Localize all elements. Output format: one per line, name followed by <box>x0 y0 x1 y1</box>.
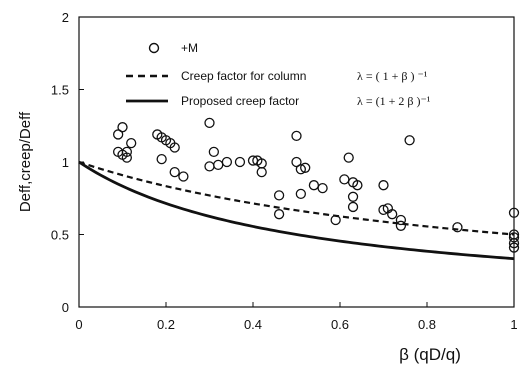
data-point <box>404 135 415 146</box>
data-point <box>347 201 359 213</box>
legend-formula-dashed: λ = ( 1 + β ) ⁻¹ <box>357 69 428 83</box>
data-point <box>508 232 520 243</box>
data-point <box>169 142 180 153</box>
x-tick-label: 0.8 <box>418 317 436 332</box>
data-point <box>121 146 132 158</box>
x-tick-label: 0.2 <box>157 317 175 332</box>
creep-factor-column-line <box>78 160 515 236</box>
data-point <box>273 209 285 220</box>
data-point <box>291 130 302 142</box>
data-point <box>352 180 363 191</box>
axis-ticks: 0 0.2 0.4 0.6 0.8 1 0 0.5 1 1.5 2 <box>51 10 518 332</box>
legend-label-points: +M <box>181 41 198 55</box>
legend: +M Creep factor for column λ = ( 1 + β )… <box>126 41 431 108</box>
data-point <box>178 171 189 182</box>
data-point <box>347 191 359 202</box>
data-point <box>295 188 307 200</box>
data-point <box>208 146 220 158</box>
legend-label-solid: Proposed creep factor <box>181 94 299 108</box>
data-point <box>204 117 215 128</box>
x-tick-label: 1 <box>510 317 517 332</box>
data-point <box>117 122 128 133</box>
y-tick-label: 1 <box>62 155 69 170</box>
data-point <box>395 214 407 226</box>
data-point <box>221 156 233 168</box>
data-point <box>234 156 246 168</box>
x-tick-label: 0.4 <box>244 317 262 332</box>
data-point <box>508 242 520 253</box>
data-point <box>317 182 328 194</box>
data-point <box>452 222 463 233</box>
data-point <box>330 214 341 226</box>
y-tick-label: 0 <box>62 300 69 315</box>
data-point <box>339 174 350 185</box>
y-tick-label: 1.5 <box>51 83 69 98</box>
data-point <box>378 204 389 216</box>
plot-area <box>78 16 515 308</box>
data-point <box>300 162 311 173</box>
legend-formula-solid: λ = (1 + 2 β )⁻¹ <box>357 94 431 108</box>
scatter-points <box>113 117 520 253</box>
proposed-creep-factor-line <box>78 160 515 261</box>
y-tick-label: 0.5 <box>51 228 69 243</box>
data-point <box>273 190 285 201</box>
data-point <box>213 159 224 171</box>
x-tick-label: 0.6 <box>331 317 349 332</box>
data-point <box>508 207 520 218</box>
data-point <box>121 152 132 163</box>
x-axis-label: β (qD/q) <box>399 345 461 364</box>
data-point <box>378 180 389 191</box>
legend-label-dashed: Creep factor for column <box>181 69 306 83</box>
y-axis-label: Deff,creep/Deff <box>17 111 34 212</box>
data-point <box>508 238 520 249</box>
data-point <box>395 220 407 231</box>
data-point <box>387 209 398 220</box>
data-point <box>156 153 167 165</box>
legend-marker-circle <box>148 42 160 54</box>
data-point <box>343 152 354 163</box>
data-point <box>169 166 180 178</box>
data-point <box>308 180 320 191</box>
y-tick-label: 2 <box>62 10 69 25</box>
data-point <box>126 137 137 149</box>
series-lines <box>78 160 515 261</box>
x-tick-label: 0 <box>75 317 82 332</box>
data-point <box>256 166 267 178</box>
data-point <box>204 161 215 172</box>
data-point <box>295 164 307 175</box>
